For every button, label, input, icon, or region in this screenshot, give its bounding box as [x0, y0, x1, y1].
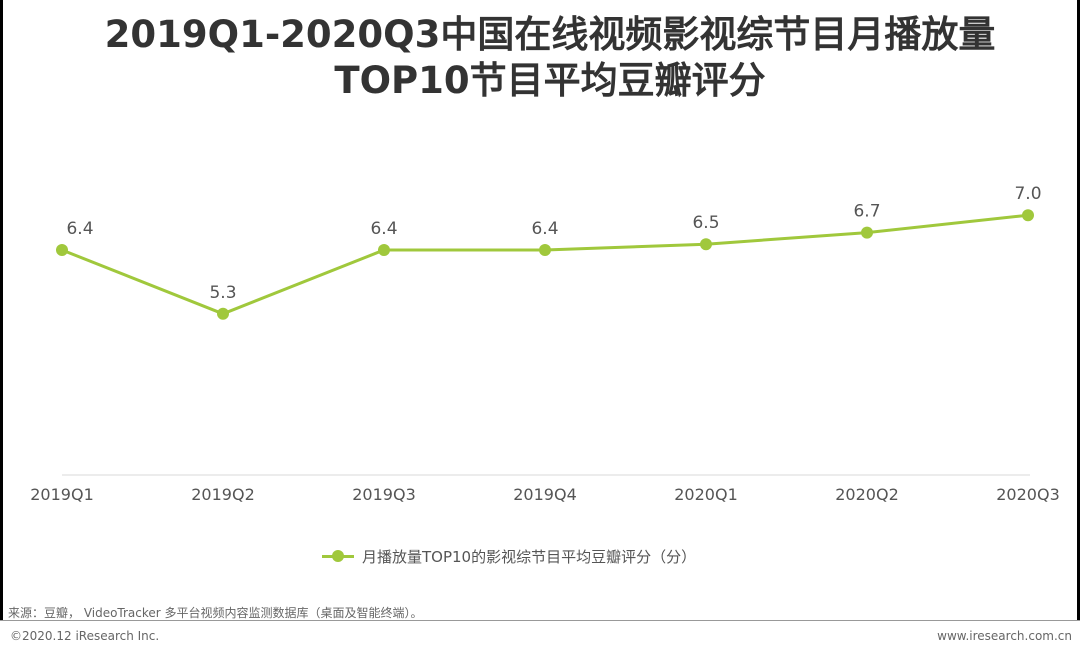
- data-point-2019Q4: [539, 244, 551, 256]
- line-chart: 6.4 5.3 6.4 6.4 6.5 6.7 7.0 2019Q1 2019Q2 2019Q3…: [30, 184, 1060, 504]
- data-point-2020Q2: [861, 226, 873, 239]
- data-label-2019Q3: 6.4: [370, 219, 397, 239]
- data-label-2019Q1: 6.4: [66, 219, 93, 239]
- x-tick-2019Q1: 2019Q1: [30, 485, 94, 504]
- legend-swatch-icon: [322, 544, 354, 568]
- source-note: 来源：豆瓣， VideoTracker 多平台视频内容监测数据库（桌面及智能终端…: [8, 606, 423, 620]
- website-link[interactable]: www.iresearch.com.cn: [937, 629, 1072, 643]
- copyright: ©2020.12 iResearch Inc.: [10, 629, 160, 643]
- x-tick-2019Q3: 2019Q3: [352, 485, 416, 504]
- x-tick-2020Q1: 2020Q1: [674, 485, 738, 504]
- data-point-2020Q1: [700, 238, 712, 251]
- data-point-2019Q3: [378, 244, 390, 256]
- data-label-2019Q4: 6.4: [531, 219, 558, 239]
- title-line-1: 2019Q1-2020Q3中国在线视频影视综节目月播放量: [104, 13, 996, 56]
- data-point-2019Q2: [217, 307, 229, 320]
- data-point-2020Q3: [1022, 209, 1034, 222]
- x-tick-2019Q4: 2019Q4: [513, 485, 577, 504]
- x-tick-2019Q2: 2019Q2: [191, 485, 255, 504]
- chart-title: 2019Q1-2020Q3中国在线视频影视综节目月播放量 TOP10节目平均豆瓣…: [0, 12, 1080, 104]
- legend-label: 月播放量TOP10的影视综节目平均豆瓣评分（分）: [362, 547, 697, 566]
- footer: ©2020.12 iResearch Inc. www.iresearch.co…: [0, 620, 1080, 657]
- legend: 月播放量TOP10的影视综节目平均豆瓣评分（分）: [322, 544, 696, 568]
- x-tick-2020Q3: 2020Q3: [996, 485, 1060, 504]
- data-label-2020Q1: 6.5: [692, 213, 719, 233]
- data-label-2019Q2: 5.3: [209, 283, 236, 303]
- x-tick-labels: 2019Q1 2019Q2 2019Q3 2019Q4 2020Q1 2020Q2 2020…: [30, 485, 1060, 504]
- title-line-2: TOP10节目平均豆瓣评分: [334, 59, 766, 102]
- data-marks: 6.4 5.3 6.4 6.4 6.5 6.7 7.0: [56, 184, 1042, 320]
- x-tick-2020Q2: 2020Q2: [835, 485, 899, 504]
- data-label-2020Q3: 7.0: [1014, 184, 1041, 204]
- right-border: [1077, 0, 1080, 620]
- left-border: [0, 0, 3, 620]
- data-point-2019Q1: [56, 244, 68, 256]
- data-label-2020Q2: 6.7: [853, 202, 880, 222]
